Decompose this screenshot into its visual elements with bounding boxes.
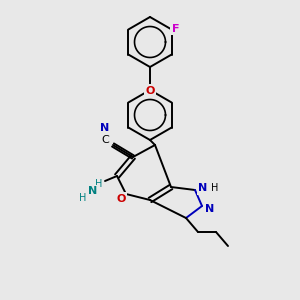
Text: H: H: [211, 183, 218, 193]
Text: H: H: [95, 179, 103, 189]
Text: N: N: [100, 123, 109, 133]
Text: C: C: [101, 135, 109, 145]
Text: N: N: [206, 204, 214, 214]
Text: H: H: [79, 193, 87, 203]
Text: N: N: [88, 186, 98, 196]
Text: F: F: [172, 23, 179, 34]
Text: O: O: [145, 86, 155, 96]
Text: N: N: [198, 183, 208, 193]
Text: O: O: [116, 194, 126, 204]
